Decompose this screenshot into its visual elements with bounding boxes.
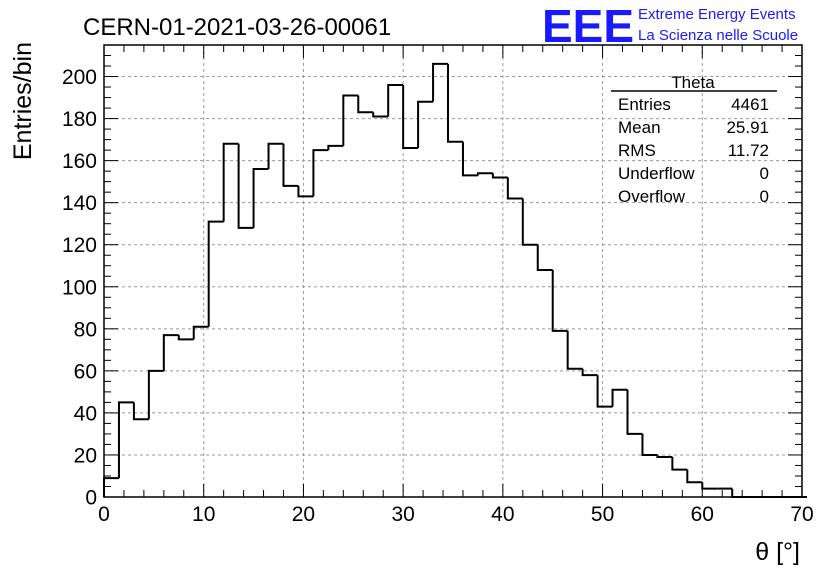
histogram-bin [506, 177, 523, 200]
histogram-bin [596, 375, 613, 408]
histogram-bin [267, 142, 284, 170]
histogram-bin [536, 244, 553, 271]
histogram-bin [117, 401, 134, 479]
histogram-bin [132, 402, 149, 421]
logo-line-2: La Scienza nelle Scuole [638, 27, 798, 44]
x-tick-label: 70 [790, 503, 813, 526]
stats-row-value: 0 [760, 164, 769, 183]
logo-mark: EEE [542, 0, 634, 52]
y-tick-label: 120 [62, 234, 97, 257]
grid-lines [104, 45, 802, 497]
x-axis-label: θ [°] [755, 538, 800, 566]
stats-row-label: Entries [618, 95, 671, 114]
x-tick-label: 30 [391, 503, 414, 526]
histogram-bin [491, 173, 508, 179]
histogram-bin [252, 168, 269, 228]
histogram-bin [566, 330, 583, 370]
stats-row-value: 4461 [731, 95, 769, 114]
stats-box: Theta Entries 4461 Mean 25.91 RMS 11.72 Underf… [611, 73, 777, 206]
x-tick-label: 10 [192, 503, 215, 526]
histogram-bin [402, 84, 419, 150]
stats-row-label: Mean [618, 118, 661, 137]
histogram-bin [626, 389, 643, 435]
y-tick-label: 60 [74, 360, 97, 383]
y-axis-label: Entries/bin [9, 42, 37, 160]
y-tick-label: 180 [62, 108, 97, 131]
x-tick-label: 40 [491, 503, 514, 526]
x-tick-label: 20 [292, 503, 315, 526]
x-tick-labels: 0 10 20 30 40 50 60 70 [98, 503, 814, 526]
histogram-bin [222, 142, 239, 222]
y-tick-label: 140 [62, 192, 97, 215]
stats-row-value: 25.91 [726, 118, 769, 137]
histogram-steps [103, 62, 807, 498]
histogram-bin [312, 149, 329, 197]
histogram-bin [207, 220, 224, 327]
y-tick-labels: 0 20 40 60 80 100 120 140 160 180 200 [62, 66, 97, 509]
stats-row-label: Underflow [618, 164, 695, 183]
stats-row-label: RMS [618, 141, 656, 160]
y-tick-label: 40 [74, 402, 97, 425]
x-tick-label: 60 [691, 503, 714, 526]
histogram-bin [177, 335, 194, 341]
histogram-bin [461, 141, 478, 177]
histogram-bin [611, 388, 628, 407]
histogram-bin [686, 469, 703, 484]
y-tick-label: 100 [62, 276, 97, 299]
stats-row-value: 11.72 [728, 141, 769, 160]
histogram-bin [432, 62, 449, 102]
logo-line-1: Extreme Energy Events [638, 6, 796, 23]
histogram-bin [237, 143, 254, 229]
histogram-bin [641, 433, 658, 456]
histogram-bin [147, 369, 164, 420]
histogram-bin [671, 457, 688, 471]
histogram-bin [162, 334, 179, 371]
histogram-bin [357, 95, 374, 114]
x-tick-label: 0 [98, 503, 110, 526]
histogram-bin [327, 144, 344, 151]
histogram-bin [551, 269, 568, 332]
stats-row-label: Overflow [618, 187, 686, 206]
histogram-bin [476, 172, 493, 176]
histogram-bin [447, 63, 463, 143]
histogram-bin [387, 83, 404, 117]
y-tick-label: 20 [74, 444, 97, 467]
histogram-bin [282, 143, 299, 187]
histogram-bin [192, 325, 209, 340]
x-tick-label: 50 [591, 503, 614, 526]
histogram-bin [342, 94, 359, 146]
y-tick-label: 0 [85, 487, 97, 510]
histogram-bin [656, 454, 673, 459]
y-tick-label: 80 [74, 318, 97, 341]
stats-box-rows: Entries 4461 Mean 25.91 RMS 11.72 Underflow 0 Ov… [618, 95, 769, 206]
chart-title: CERN-01-2021-03-26-00061 [83, 14, 391, 41]
histogram-bin [581, 368, 598, 377]
stats-box-name: Theta [671, 73, 715, 92]
histogram-bin [372, 112, 389, 118]
histogram-bin [521, 198, 538, 246]
histogram-bin [417, 100, 434, 149]
stats-row-value: 0 [760, 187, 769, 206]
y-tick-label: 200 [62, 66, 97, 89]
histogram-bin [297, 185, 314, 198]
eee-logo: EEE Extreme Energy Events La Scienza nel… [542, 0, 798, 52]
axis-ticks [103, 44, 803, 498]
y-tick-label: 160 [62, 150, 97, 173]
plot-frame [103, 44, 803, 498]
